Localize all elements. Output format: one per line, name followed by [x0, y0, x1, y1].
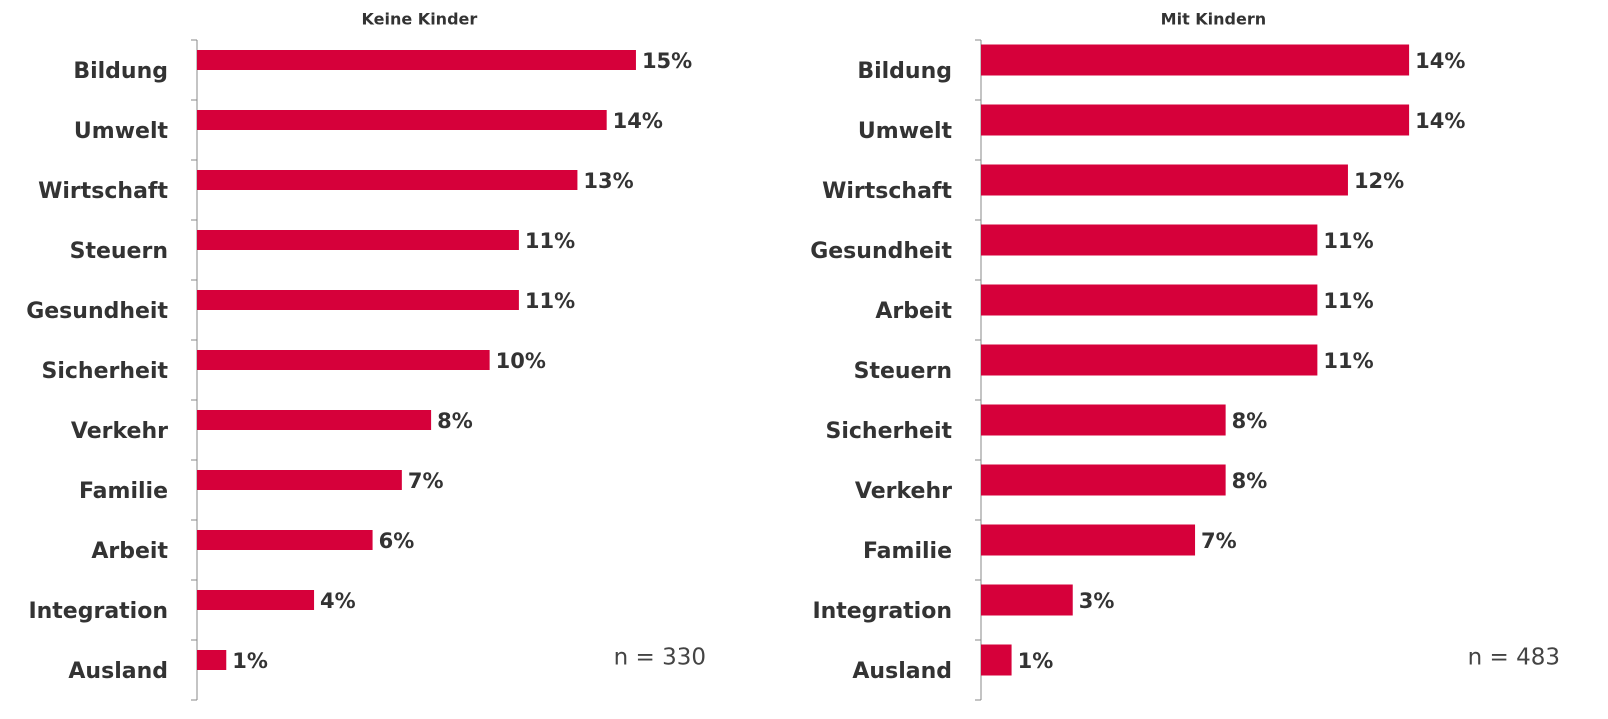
category-label: Gesundheit: [26, 299, 168, 324]
chart-title: Mit Kindern: [1161, 10, 1266, 29]
category-label: Bildung: [857, 59, 952, 84]
category-label: Verkehr: [71, 419, 168, 444]
category-label: Gesundheit: [810, 239, 952, 264]
value-label: 4%: [320, 589, 356, 613]
category-label: Bildung: [73, 59, 168, 84]
value-label: 8%: [1232, 409, 1268, 433]
value-label: 1%: [232, 649, 268, 673]
bar: [981, 584, 1073, 616]
value-label: 3%: [1079, 589, 1115, 613]
category-label: Integration: [28, 599, 168, 624]
bar: [197, 470, 402, 490]
bar: [981, 164, 1348, 196]
category-label: Steuern: [70, 239, 168, 264]
bar: [981, 284, 1318, 316]
value-label: 8%: [437, 409, 473, 433]
category-label: Wirtschaft: [38, 179, 168, 204]
value-label: 11%: [1323, 229, 1373, 253]
category-label: Familie: [79, 479, 168, 504]
value-label: 11%: [525, 289, 575, 313]
value-label: 10%: [496, 349, 546, 373]
category-label: Verkehr: [855, 479, 952, 504]
bar: [197, 410, 432, 430]
value-label: 14%: [613, 109, 663, 133]
category-label: Sicherheit: [826, 419, 953, 444]
bar: [197, 350, 490, 370]
value-label: 14%: [1415, 49, 1465, 73]
bar: [981, 224, 1318, 256]
bar: [197, 50, 636, 70]
value-label: 14%: [1415, 109, 1465, 133]
annotation: n = 330: [614, 645, 706, 671]
value-label: 8%: [1232, 469, 1268, 493]
category-label: Arbeit: [875, 299, 952, 324]
bar: [981, 404, 1226, 436]
bar: [197, 650, 227, 670]
bar: [981, 524, 1196, 556]
bar: [197, 590, 315, 610]
bar: [197, 110, 607, 130]
category-label: Sicherheit: [42, 359, 169, 384]
category-label: Familie: [863, 539, 952, 564]
category-label: Arbeit: [91, 539, 168, 564]
category-label: Wirtschaft: [822, 179, 952, 204]
category-label: Ausland: [68, 659, 168, 684]
value-label: 11%: [525, 229, 575, 253]
category-label: Umwelt: [74, 119, 169, 144]
value-label: 1%: [1018, 649, 1054, 673]
annotation: n = 483: [1468, 645, 1560, 671]
value-label: 13%: [583, 169, 633, 193]
category-label: Steuern: [854, 359, 952, 384]
bar: [981, 104, 1410, 136]
value-label: 7%: [1201, 529, 1237, 553]
bar: [981, 44, 1410, 76]
bar: [981, 464, 1226, 496]
bar: [197, 530, 373, 550]
value-label: 7%: [408, 469, 444, 493]
category-label: Integration: [812, 599, 952, 624]
chart-title: Keine Kinder: [362, 10, 478, 29]
value-label: 12%: [1354, 169, 1404, 193]
bar: [197, 230, 519, 250]
value-label: 6%: [379, 529, 415, 553]
category-label: Umwelt: [858, 119, 953, 144]
bar: [981, 344, 1318, 376]
value-label: 11%: [1323, 289, 1373, 313]
value-label: 11%: [1323, 349, 1373, 373]
bar: [981, 644, 1012, 676]
bar: [197, 290, 519, 310]
category-label: Ausland: [852, 659, 952, 684]
value-label: 15%: [642, 49, 692, 73]
bar: [197, 170, 578, 190]
